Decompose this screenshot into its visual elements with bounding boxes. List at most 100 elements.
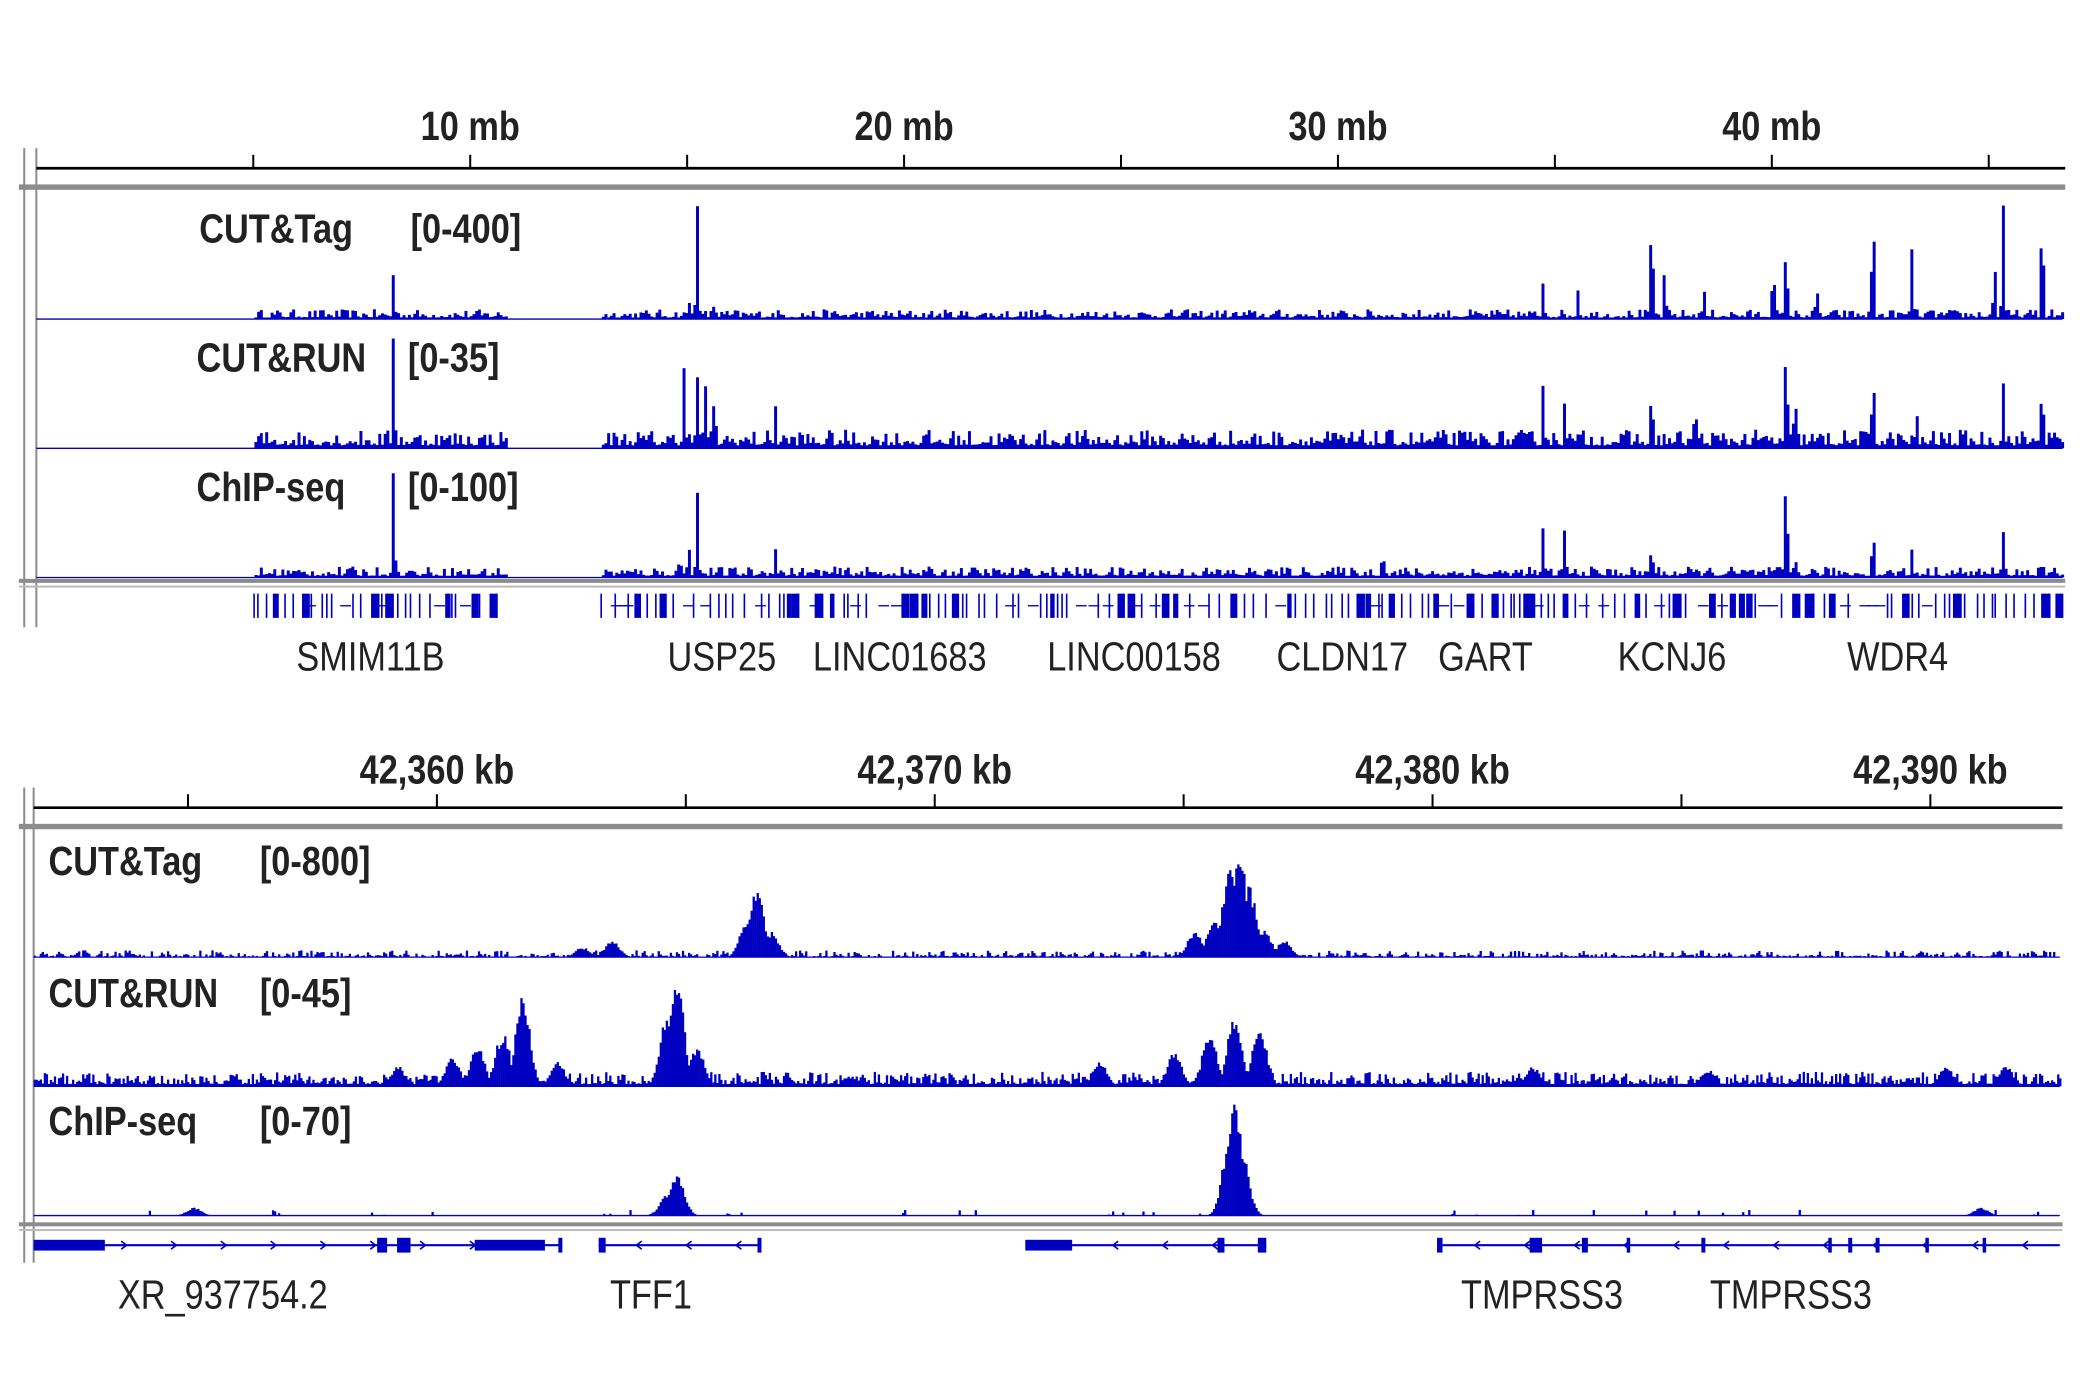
signal-bar — [346, 1083, 349, 1087]
signal-bar — [53, 1076, 57, 1087]
signal-bar — [1091, 1071, 1095, 1087]
signal-bar — [722, 314, 726, 320]
signal-bar — [2055, 437, 2059, 449]
signal-bar — [1289, 1073, 1293, 1087]
signal-bar — [1805, 444, 1809, 449]
signal-bar — [806, 572, 810, 578]
signal-bar — [620, 315, 624, 320]
signal-bar — [1447, 1081, 1450, 1087]
signal-bar — [1291, 575, 1295, 578]
signal-bar — [55, 954, 59, 958]
signal-bar — [1140, 951, 1143, 958]
signal-bar — [1242, 575, 1246, 578]
signal-bar — [1199, 575, 1203, 578]
signal-bar — [322, 952, 325, 958]
gene-exon — [1812, 593, 1815, 618]
signal-bar — [337, 316, 341, 320]
gene-track — [253, 593, 2064, 618]
signal-bar — [544, 955, 547, 958]
signal-bar — [1580, 1080, 1583, 1087]
signal-bar — [1903, 955, 1906, 958]
signal-bar — [778, 945, 782, 958]
signal-bar — [1054, 572, 1058, 578]
signal-bar — [1810, 433, 1814, 449]
signal-bar — [1953, 443, 1957, 449]
signal-bar — [1291, 441, 1295, 449]
signal-bar — [265, 573, 269, 578]
signal-bar — [1503, 445, 1507, 449]
signal-bar — [1057, 956, 1060, 958]
signal-bar — [944, 1078, 947, 1087]
signal-bar — [752, 431, 756, 449]
signal-bar — [1563, 403, 1566, 449]
signal-bar — [1202, 317, 1206, 320]
signal-bar — [1977, 444, 1981, 449]
signal-bar — [300, 317, 304, 320]
signal-bar — [1148, 445, 1152, 449]
signal-bar — [1396, 1084, 1400, 1087]
signal-bar — [908, 1083, 911, 1087]
signal-bar — [1221, 1074, 1224, 1087]
signal-bar — [1911, 955, 1915, 958]
signal-bar — [469, 316, 473, 320]
signal-bar — [1148, 1081, 1151, 1087]
signal-bar — [1071, 1073, 1074, 1087]
signal-bar — [2036, 317, 2040, 320]
gene-exon — [1547, 593, 1550, 618]
signal-bar — [332, 317, 336, 320]
signal-bar — [477, 438, 481, 449]
signal-bar — [976, 444, 980, 449]
signal-bar — [1162, 1074, 1165, 1087]
signal-bar — [966, 1079, 969, 1087]
signal-bar — [1841, 1083, 1844, 1087]
signal-bar — [1318, 1079, 1321, 1087]
signal-bar — [766, 316, 769, 320]
signal-bar — [1608, 444, 1612, 449]
signal-bar — [1808, 573, 1812, 578]
signal-bar — [1980, 1207, 1983, 1216]
signal-bar — [1614, 954, 1618, 958]
signal-bar — [445, 953, 448, 958]
signal-bar — [326, 956, 329, 958]
signal-bar — [1107, 317, 1111, 320]
signal-bar — [1175, 574, 1179, 578]
signal-bar — [1382, 561, 1386, 578]
signal-bar — [1651, 1083, 1654, 1087]
signal-bar — [1400, 955, 1404, 958]
signal-bar — [1347, 316, 1351, 320]
gene-exon — [253, 593, 255, 618]
signal-bar — [1107, 1214, 1111, 1216]
signal-bar — [970, 444, 974, 449]
signal-bar — [1915, 416, 1919, 449]
signal-bar — [286, 1077, 289, 1087]
signal-bar — [693, 435, 697, 449]
signal-bar — [486, 445, 489, 449]
signal-bar — [1549, 568, 1553, 578]
signal-bar — [278, 1081, 281, 1087]
signal-bar — [1579, 575, 1583, 578]
signal-bar — [867, 1080, 870, 1087]
signal-bar — [1925, 952, 1929, 958]
signal-bar — [838, 316, 842, 320]
signal-bar — [787, 443, 791, 449]
signal-bar — [134, 1078, 137, 1087]
signal-bar — [981, 442, 985, 449]
signal-bar — [1988, 314, 1992, 320]
signal-bar — [696, 377, 699, 449]
signal-bar — [1433, 1082, 1436, 1087]
signal-bar — [1283, 445, 1286, 449]
signal-bar — [467, 436, 471, 449]
signal-bar — [275, 444, 279, 449]
signal-bar — [1241, 1050, 1244, 1087]
signal-bar — [84, 950, 87, 958]
signal-bar — [225, 956, 228, 958]
signal-bar — [1950, 570, 1954, 578]
signal-bar — [229, 1074, 232, 1087]
signal-bar — [1519, 569, 1523, 578]
signal-bar — [685, 437, 689, 449]
signal-bar — [1614, 1079, 1618, 1087]
signal-bar — [792, 317, 796, 320]
signal-bar — [772, 1083, 776, 1087]
signal-bar — [774, 549, 778, 578]
signal-bar — [1126, 573, 1130, 578]
